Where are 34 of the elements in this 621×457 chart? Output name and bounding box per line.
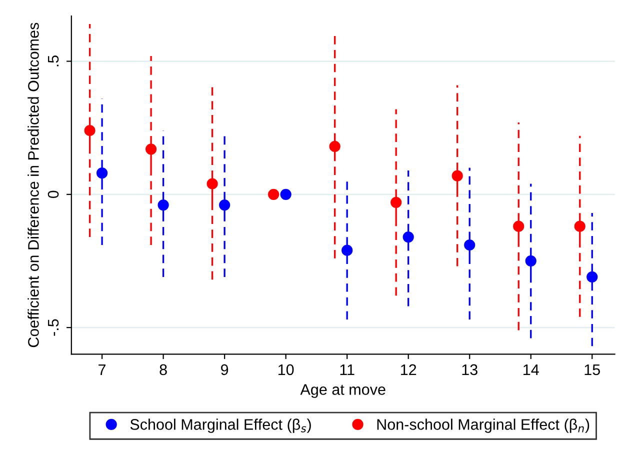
point	[452, 170, 463, 182]
y-tick-label: .5	[48, 56, 59, 66]
x-tick-label: 9	[221, 364, 228, 376]
point	[513, 220, 524, 232]
point	[219, 200, 230, 211]
x-tick-label: 7	[98, 364, 106, 375]
x-tick-label: 8	[160, 364, 167, 376]
x-tick-label: 13	[462, 364, 478, 376]
point	[342, 244, 353, 256]
point	[280, 188, 292, 200]
x-axis-title: Age at move	[300, 384, 386, 398]
point	[206, 178, 218, 190]
point	[84, 124, 96, 136]
point	[402, 231, 414, 243]
y-axis-title: Coefficient on Difference in Predicted Outcomes	[28, 22, 39, 348]
point	[464, 239, 476, 251]
legend-label: School Marginal Effect (β$_{s}$)	[130, 418, 311, 433]
point	[525, 255, 536, 267]
point	[158, 200, 169, 211]
x-tick-label: 15	[584, 364, 600, 376]
point	[390, 196, 402, 208]
point	[96, 168, 108, 179]
y-tick-label: 0	[48, 190, 59, 198]
x-tick-label: 11	[340, 364, 354, 375]
point	[574, 220, 586, 232]
x-tick-label: 14	[524, 364, 539, 375]
point	[145, 144, 157, 155]
x-tick-label: 10	[278, 364, 294, 376]
point	[586, 271, 598, 283]
point	[329, 140, 340, 152]
x-tick-label: 12	[401, 364, 416, 375]
y-tick-label: -.5	[48, 319, 59, 336]
legend-label: Non-school Marginal Effect (β$_{n}$)	[377, 418, 590, 433]
point	[268, 188, 280, 200]
